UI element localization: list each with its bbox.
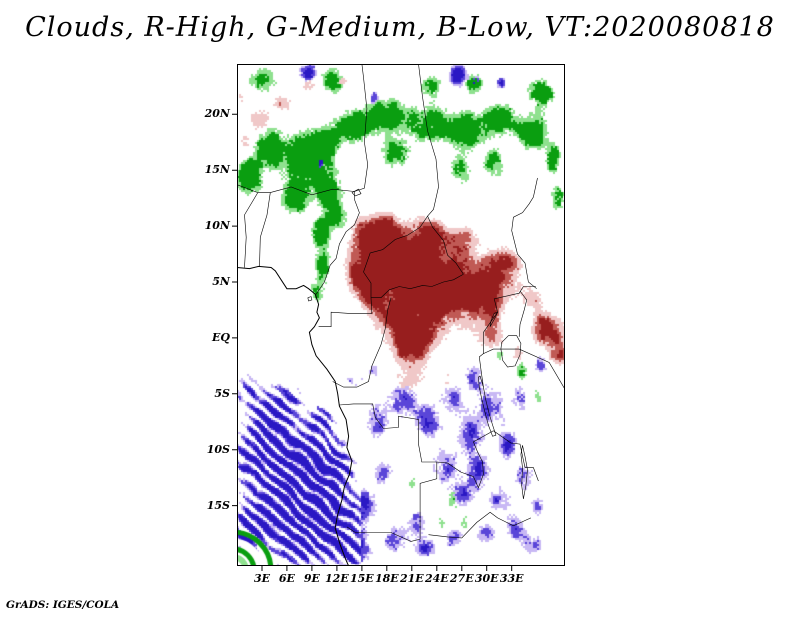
x-axis-label: 21E xyxy=(399,572,424,585)
y-axis-label: 10N xyxy=(204,219,230,233)
x-axis-label: 6E xyxy=(278,572,295,585)
y-axis-label: 5S xyxy=(214,386,230,400)
x-axis-label: 9E xyxy=(303,572,320,585)
axis-ticks xyxy=(232,113,513,571)
x-axis-label: 27E xyxy=(449,572,474,585)
y-axis-label: 15S xyxy=(206,498,230,512)
grads-credit: GrADS: IGES/COLA xyxy=(6,599,120,611)
x-axis-label: 15E xyxy=(350,572,374,585)
map-lines xyxy=(237,64,565,566)
chart-title: Clouds, R-High, G-Medium, B-Low, VT:2020… xyxy=(25,12,775,43)
country-borders xyxy=(237,64,565,542)
x-axis-label: 12E xyxy=(325,572,349,585)
lake-outlines xyxy=(351,188,528,499)
y-axis-label: 20N xyxy=(204,107,230,121)
y-axis-label: EQ xyxy=(212,330,230,344)
cloud-map-canvas xyxy=(237,64,565,566)
x-axis-label: 3E xyxy=(253,572,270,585)
y-axis-label: 15N xyxy=(204,163,230,177)
x-axis-label: 18E xyxy=(374,572,399,585)
x-axis-label: 30E xyxy=(474,572,499,585)
y-axis-label: 10S xyxy=(206,442,230,456)
plot-frame xyxy=(237,64,565,566)
y-axis-label: 5N xyxy=(212,275,230,289)
x-axis-label: 33E xyxy=(499,572,524,585)
x-axis-label: 24E xyxy=(424,572,449,585)
coastline xyxy=(237,265,353,566)
